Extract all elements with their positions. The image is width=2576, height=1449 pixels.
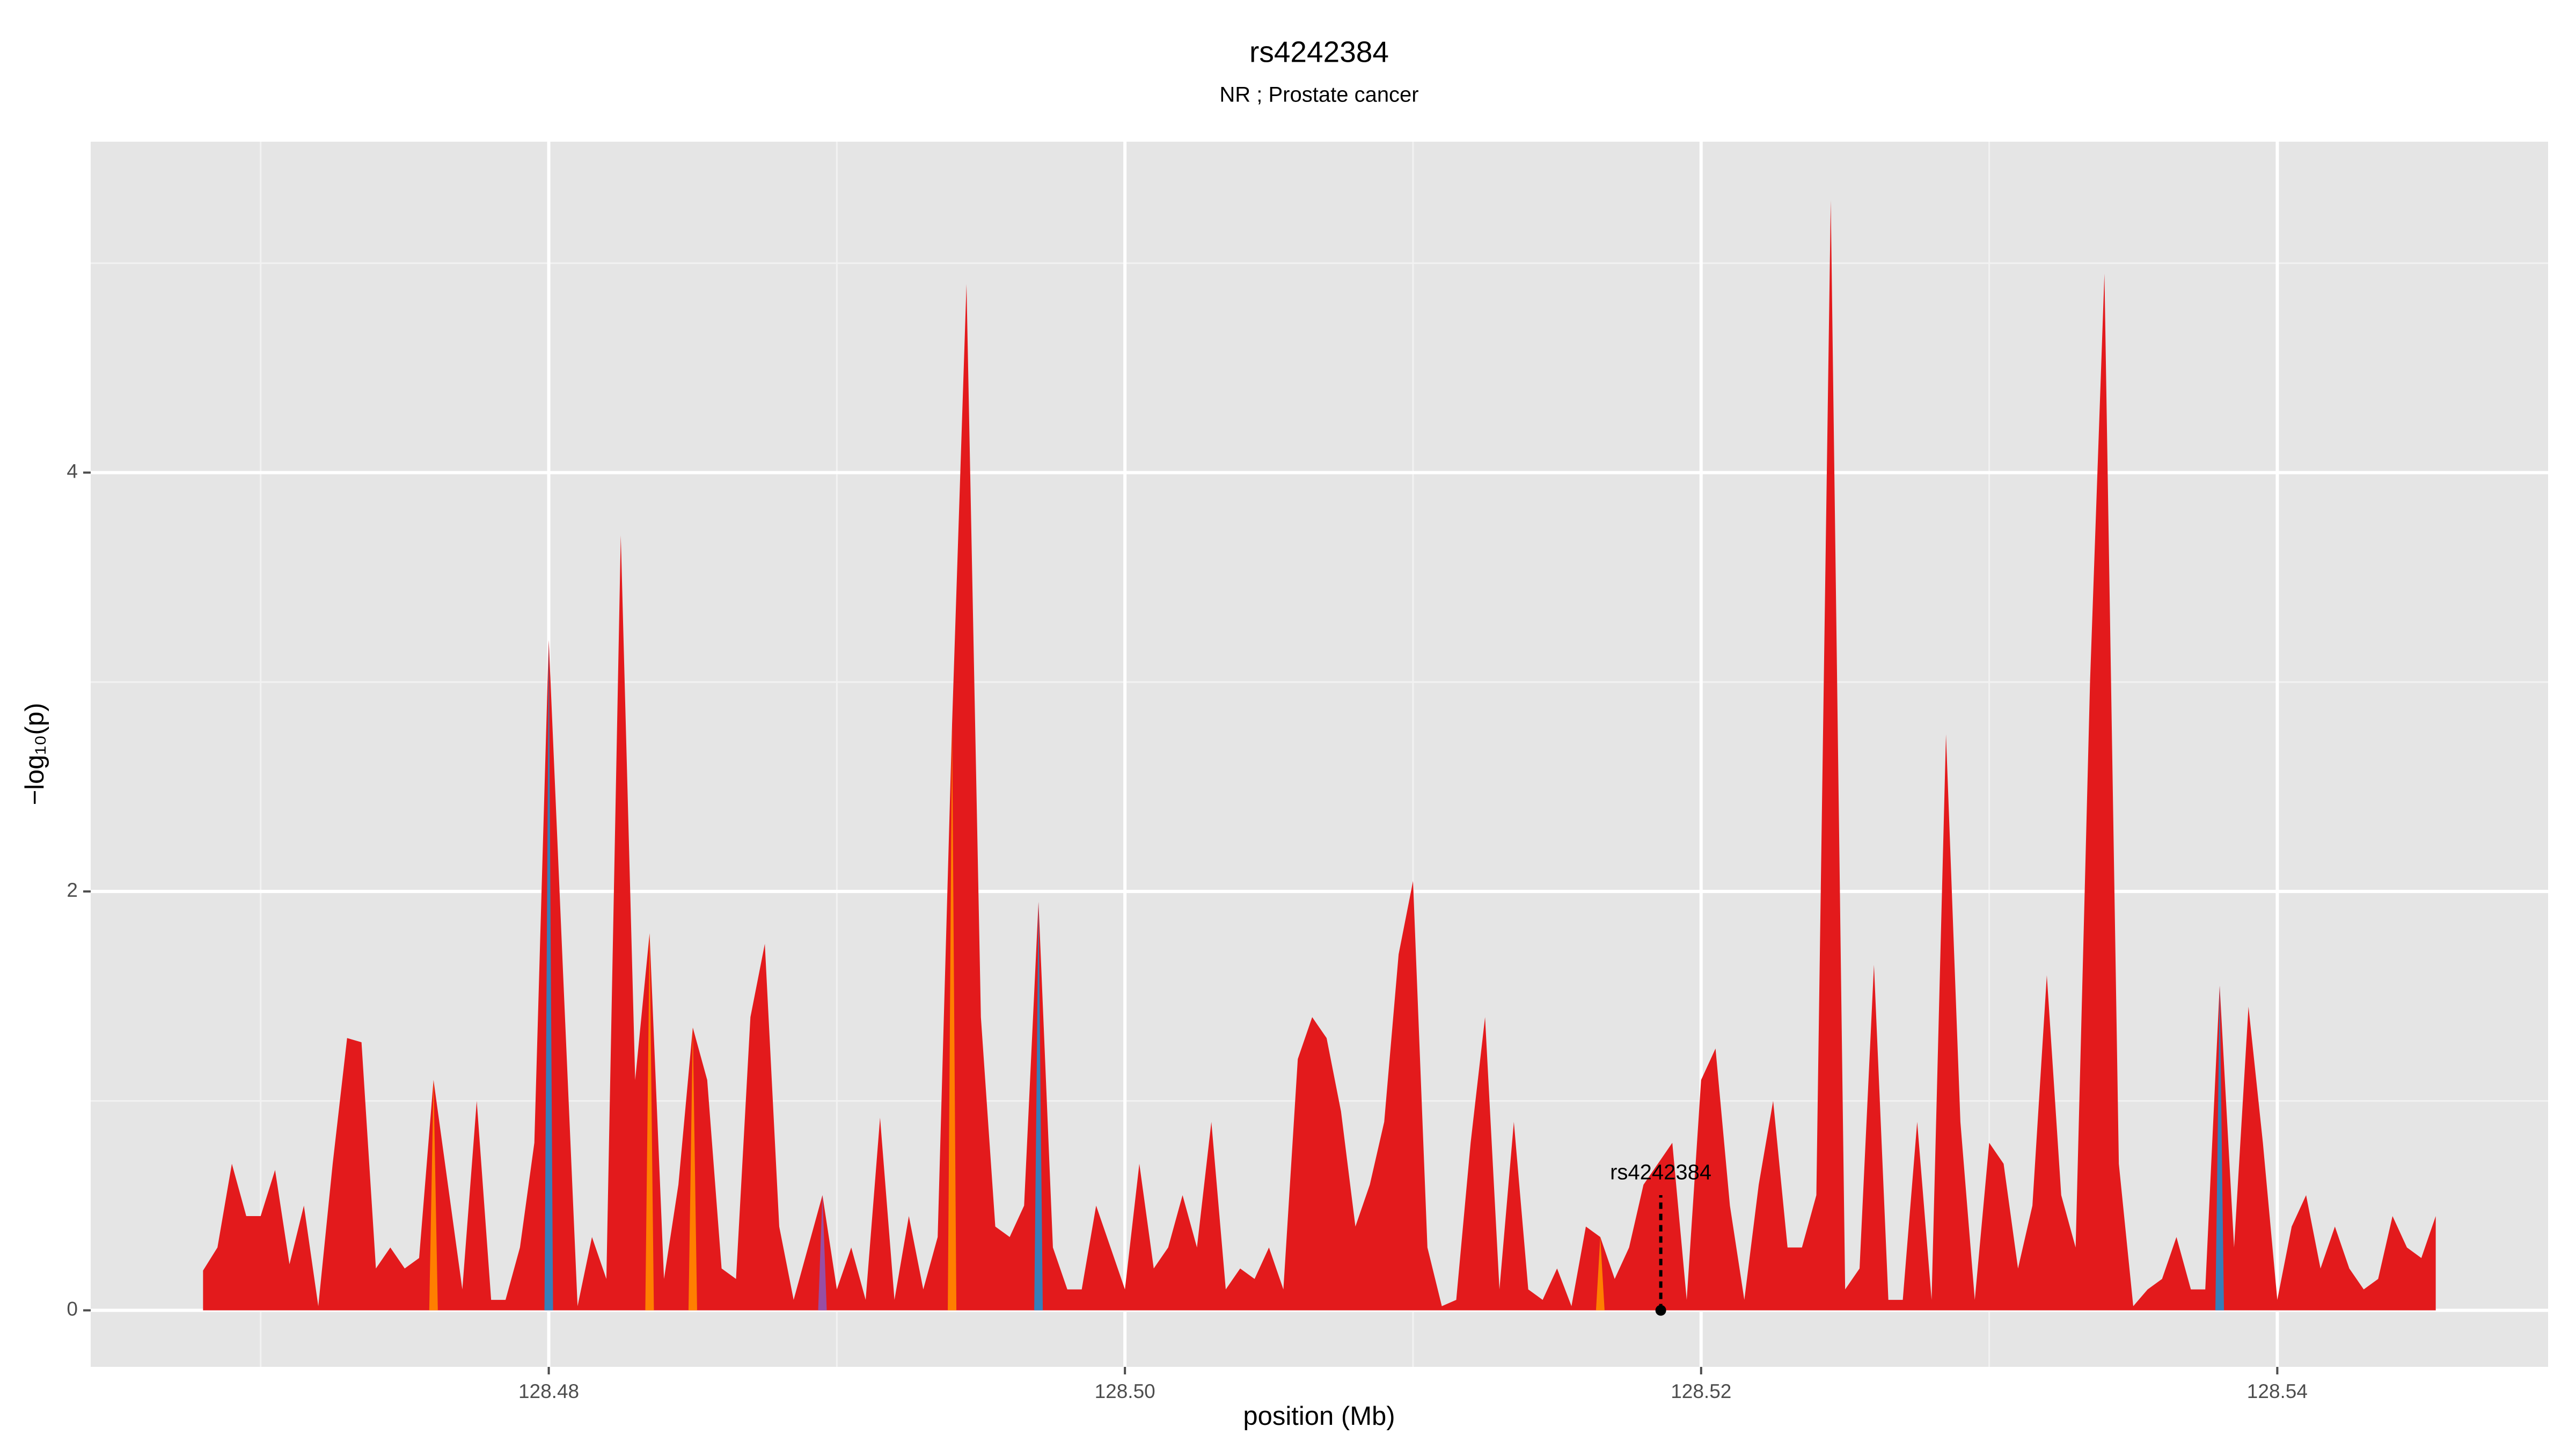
ld-spike [688, 1027, 697, 1311]
ld-spike [429, 1080, 438, 1311]
area [203, 200, 2436, 1311]
y-tick-label: 2 [67, 879, 78, 901]
ld-spike [1034, 902, 1043, 1311]
annotation-point [1655, 1305, 1666, 1316]
ld-spike [544, 640, 553, 1311]
ld-spike [818, 1195, 827, 1311]
ld-spike [1596, 1237, 1605, 1311]
x-tick-label: 128.48 [518, 1380, 579, 1402]
x-axis-label: position (Mb) [1243, 1402, 1395, 1431]
y-axis-label: −log₁₀(p) [20, 703, 49, 806]
y-tick-label: 4 [67, 460, 78, 482]
ld-spike [2215, 985, 2224, 1311]
y-tick-label: 0 [67, 1298, 78, 1320]
annotation-label: rs4242384 [1610, 1161, 1711, 1184]
x-tick-label: 128.52 [1671, 1380, 1731, 1402]
x-tick-label: 128.50 [1095, 1380, 1155, 1402]
chart-title: rs4242384 [1249, 35, 1389, 69]
x-tick-label: 128.54 [2247, 1380, 2308, 1402]
ld-spike [948, 723, 957, 1311]
chart-subtitle: NR ; Prostate cancer [1219, 83, 1418, 107]
ld-spike [645, 933, 654, 1311]
